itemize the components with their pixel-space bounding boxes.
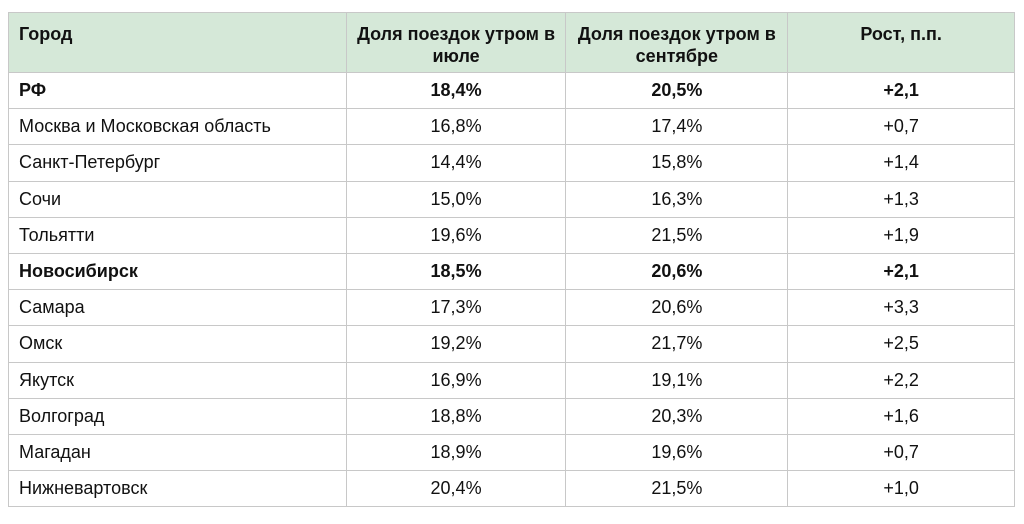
table-cell: Новосибирск (8, 252, 347, 291)
table-cell: 21,5% (565, 470, 789, 508)
data-table: Город Доля поездок утром в июле Доля поезд… (8, 12, 1015, 508)
table-row: Сочи 15,0% 16,3% +1,3 (8, 180, 1015, 218)
table-cell: Омск (8, 325, 347, 363)
table-cell: 18,8% (345, 397, 567, 435)
table-cell: Сочи (8, 180, 347, 218)
table-row: Москва и Московская область 16,8% 17,4% +0,… (8, 108, 1015, 146)
table-cell: +1,3 (787, 180, 1015, 218)
table-row: Самара 17,3% 20,6% +3,3 (8, 289, 1015, 327)
table-cell: РФ (8, 71, 347, 110)
table-row: РФ 18,4% 20,5% +2,1 (8, 71, 1015, 110)
header-cell: Город (8, 12, 347, 73)
header-cell: Рост, п.п. (787, 12, 1015, 73)
table-cell: +2,5 (787, 325, 1015, 363)
table-cell: 19,6% (345, 216, 567, 254)
table-cell: Якутск (8, 361, 347, 399)
table-cell: 16,9% (345, 361, 567, 399)
table-cell: Тольятти (8, 216, 347, 254)
table-cell: 19,6% (565, 433, 789, 472)
table-cell: Волгоград (8, 397, 347, 435)
header-cell: Доля поездок утром в сентябре (565, 12, 789, 73)
table-cell: 16,3% (565, 180, 789, 218)
table-row: Магадан 18,9% 19,6% +0,7 (8, 433, 1015, 472)
table-cell: 18,5% (345, 252, 567, 291)
table-cell: Москва и Московская область (8, 108, 347, 146)
table-row: Тольятти 19,6% 21,5% +1,9 (8, 216, 1015, 254)
table-row: Новосибирск 18,5% 20,6% +2,1 (8, 252, 1015, 291)
table-cell: 20,4% (345, 470, 567, 508)
table-row: Санкт-Петербург 14,4% 15,8% +1,4 (8, 144, 1015, 182)
table-cell: +1,4 (787, 144, 1015, 182)
table-cell: 15,0% (345, 180, 567, 218)
table-cell: Нижневартовск (8, 470, 347, 508)
table-cell: +0,7 (787, 433, 1015, 472)
table-cell: 16,8% (345, 108, 567, 146)
table-cell: 20,3% (565, 397, 789, 435)
table-cell: Самара (8, 289, 347, 327)
table-row: Якутск 16,9% 19,1% +2,2 (8, 361, 1015, 399)
table-cell: 15,8% (565, 144, 789, 182)
table-cell: +2,2 (787, 361, 1015, 399)
table-row: Нижневартовск 20,4% 21,5% +1,0 (8, 470, 1015, 508)
table-row: Омск 19,2% 21,7% +2,5 (8, 325, 1015, 363)
table-cell: 20,6% (565, 289, 789, 327)
table-cell: +3,3 (787, 289, 1015, 327)
table-cell: +1,6 (787, 397, 1015, 435)
table-cell: 18,4% (345, 71, 567, 110)
table-cell: 21,5% (565, 216, 789, 254)
table-cell: Магадан (8, 433, 347, 472)
table-cell: +0,7 (787, 108, 1015, 146)
table-cell: 17,4% (565, 108, 789, 146)
table-row: Волгоград 18,8% 20,3% +1,6 (8, 397, 1015, 435)
table-cell: +2,1 (787, 252, 1015, 291)
table-cell: 18,9% (345, 433, 567, 472)
table-cell: Санкт-Петербург (8, 144, 347, 182)
table-cell: +1,0 (787, 470, 1015, 508)
table-cell: 19,2% (345, 325, 567, 363)
table-cell: 14,4% (345, 144, 567, 182)
table-cell: 20,5% (565, 71, 789, 110)
header-cell: Доля поездок утром в июле (345, 12, 567, 73)
table-cell: 19,1% (565, 361, 789, 399)
table-cell: +2,1 (787, 71, 1015, 110)
header-row: Город Доля поездок утром в июле Доля поезд… (8, 12, 1015, 73)
table-cell: 20,6% (565, 252, 789, 291)
table-cell: 17,3% (345, 289, 567, 327)
table-cell: 21,7% (565, 325, 789, 363)
table-cell: +1,9 (787, 216, 1015, 254)
